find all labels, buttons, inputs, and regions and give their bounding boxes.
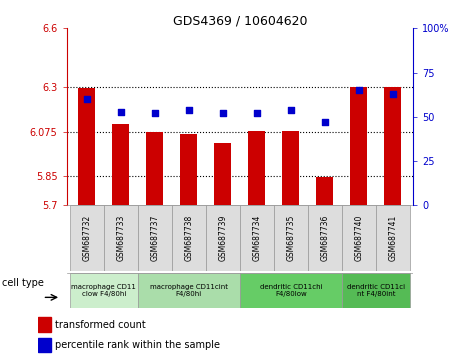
Bar xyxy=(342,273,410,308)
Bar xyxy=(138,205,172,271)
Point xyxy=(219,110,227,116)
Text: percentile rank within the sample: percentile rank within the sample xyxy=(55,340,220,350)
Bar xyxy=(138,273,240,308)
Bar xyxy=(38,317,51,332)
Bar xyxy=(78,88,95,205)
Bar xyxy=(70,205,104,271)
Bar xyxy=(172,205,206,271)
Title: GDS4369 / 10604620: GDS4369 / 10604620 xyxy=(172,14,307,27)
Point xyxy=(389,91,397,97)
Bar xyxy=(274,205,308,271)
Text: GSM687734: GSM687734 xyxy=(252,215,261,261)
Text: GSM687732: GSM687732 xyxy=(82,215,91,261)
Bar xyxy=(104,205,138,271)
Text: transformed count: transformed count xyxy=(55,320,146,330)
Bar xyxy=(384,87,401,205)
Point xyxy=(321,119,329,125)
Bar xyxy=(146,132,163,205)
Text: macrophage CD11
clow F4/80hi: macrophage CD11 clow F4/80hi xyxy=(71,284,136,297)
Text: dendritic CD11ci
nt F4/80int: dendritic CD11ci nt F4/80int xyxy=(347,284,405,297)
Point xyxy=(253,110,261,116)
Text: GSM687735: GSM687735 xyxy=(286,215,295,261)
Point xyxy=(117,109,125,114)
Text: dendritic CD11chi
F4/80low: dendritic CD11chi F4/80low xyxy=(259,284,322,297)
Bar xyxy=(38,338,51,352)
Bar xyxy=(240,205,274,271)
Bar xyxy=(214,143,231,205)
Bar xyxy=(376,205,410,271)
Text: GSM687739: GSM687739 xyxy=(218,215,228,261)
Text: GSM687737: GSM687737 xyxy=(151,215,160,261)
Point xyxy=(83,96,91,102)
Bar xyxy=(342,205,376,271)
Bar xyxy=(70,273,138,308)
Text: cell type: cell type xyxy=(2,278,44,288)
Bar xyxy=(113,124,129,205)
Point xyxy=(355,87,362,93)
Bar xyxy=(248,131,266,205)
Point xyxy=(151,110,159,116)
Bar xyxy=(351,87,367,205)
Text: GSM687738: GSM687738 xyxy=(184,215,193,261)
Bar xyxy=(282,131,299,205)
Bar xyxy=(180,133,198,205)
Text: macrophage CD11cint
F4/80hi: macrophage CD11cint F4/80hi xyxy=(150,284,228,297)
Bar xyxy=(240,273,342,308)
Text: GSM687740: GSM687740 xyxy=(354,215,363,261)
Point xyxy=(185,107,193,113)
Text: GSM687736: GSM687736 xyxy=(320,215,329,261)
Text: GSM687733: GSM687733 xyxy=(116,215,125,261)
Point xyxy=(287,107,294,113)
Bar xyxy=(206,205,240,271)
Text: GSM687741: GSM687741 xyxy=(389,215,398,261)
Bar xyxy=(308,205,342,271)
Bar xyxy=(316,177,333,205)
